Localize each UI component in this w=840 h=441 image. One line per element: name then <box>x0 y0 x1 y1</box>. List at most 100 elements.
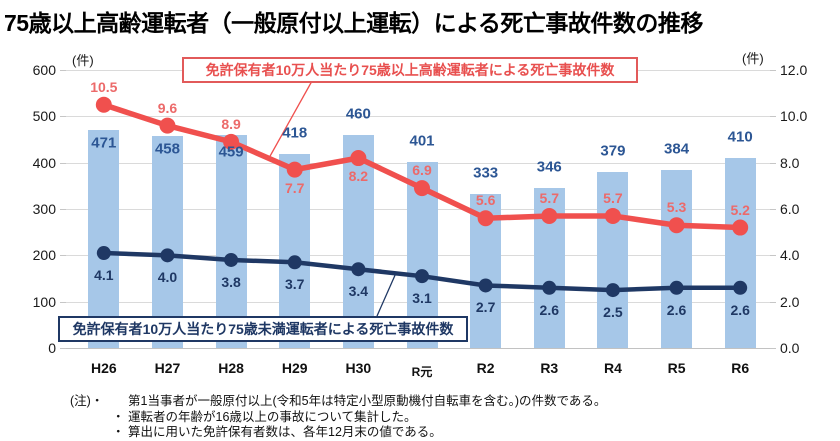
right-axis-tick <box>770 301 776 303</box>
bar-value-label-R2: 333 <box>473 164 499 182</box>
bar-R5 <box>661 170 693 348</box>
over75-value-label-H26: 10.5 <box>90 78 118 95</box>
over75-value-label-R6: 5.2 <box>730 201 750 218</box>
x-label-R3: R3 <box>540 360 559 376</box>
footnote-text: 運転者の年齢が16歳以上の事故について集計した。 <box>128 409 417 424</box>
left-axis-tick-label: 500 <box>32 108 56 125</box>
under75-value-label-H27: 4.0 <box>157 269 178 286</box>
x-label-H27: H27 <box>154 360 181 376</box>
under75-value-label-R4: 2.5 <box>603 304 623 321</box>
under75-value-label-R3: 2.6 <box>539 301 559 318</box>
footnote-text: 第1当事者が一般原付以上(令和5年は特定小型原動機付自転車を含む。)の件数である… <box>128 394 607 408</box>
under75-value-label-R2: 2.7 <box>475 299 496 316</box>
left-axis-unit-label: (件) <box>72 53 94 68</box>
point-over75-H26 <box>95 96 112 113</box>
bar-value-label-H27: 458 <box>154 140 180 158</box>
under75-value-label-H30: 3.4 <box>348 283 369 300</box>
bar-value-label-H30: 460 <box>345 105 371 123</box>
x-label-R2: R2 <box>476 360 495 376</box>
legend-over75-label: 免許保有者10万人当たり75歳以上高齢運転者による死亡事故件数 <box>205 62 615 78</box>
legend-over75-callout: 免許保有者10万人当たり75歳以上高齢運転者による死亡事故件数 <box>182 57 638 83</box>
x-label-H28: H28 <box>218 360 244 376</box>
right-axis-tick <box>770 162 776 164</box>
under75-value-label-H28: 3.8 <box>221 273 241 290</box>
x-label-H30: H30 <box>345 360 372 376</box>
point-over75-H27 <box>159 117 176 134</box>
left-axis-tick <box>60 255 66 257</box>
under75-value-label-R元: 3.1 <box>412 290 432 307</box>
under75-value-label-H29: 3.7 <box>284 276 305 293</box>
right-axis-tick <box>770 209 776 210</box>
bar-value-label-R3: 346 <box>536 158 562 176</box>
right-axis-unit-label: (件) <box>742 51 764 66</box>
bar-value-label-R5: 384 <box>664 140 690 158</box>
left-axis-tick <box>60 116 66 118</box>
over75-value-label-R2: 5.6 <box>475 192 496 209</box>
left-axis-tick-label: 600 <box>32 62 56 78</box>
legend-under75-leader-line <box>376 272 397 317</box>
bar-R3 <box>533 187 565 348</box>
bar-value-label-R6: 410 <box>727 128 753 146</box>
gridline <box>66 116 770 118</box>
over75-value-label-R5: 5.3 <box>666 199 687 216</box>
x-label-H29: H29 <box>281 360 308 376</box>
footnote-text: 算出に用いた免許保有者数は、各年12月末の値である。 <box>128 425 442 439</box>
x-label-R元: R元 <box>411 365 433 379</box>
right-axis-tick-label: 2.0 <box>780 293 800 310</box>
right-axis-tick <box>770 348 776 349</box>
right-axis-tick <box>770 255 776 257</box>
right-axis-tick-label: 6.0 <box>780 201 800 217</box>
left-axis-tick-label: 100 <box>32 293 56 310</box>
left-axis-tick-label: 0 <box>48 340 56 356</box>
footnote-line: ・ 算出に用いた免許保有者数は、各年12月末の値である。 <box>70 425 606 441</box>
bar-R6 <box>724 158 756 348</box>
right-axis-tick <box>770 70 776 71</box>
right-axis-tick-label: 8.0 <box>780 154 800 171</box>
right-axis-tick-label: 4.0 <box>780 247 800 264</box>
left-axis-tick-label: 200 <box>32 247 56 264</box>
left-axis-tick <box>60 209 66 210</box>
footnote-marker: (注)・ <box>70 394 104 408</box>
right-axis-tick-label: 0.0 <box>780 340 800 356</box>
left-axis-tick <box>60 70 66 71</box>
right-axis-tick-label: 10.0 <box>780 108 808 125</box>
footnotes: (注)・ 第1当事者が一般原付以上(令和5年は特定小型原動機付自転車を含む。)の… <box>70 394 606 441</box>
footnote-line: (注)・ 第1当事者が一般原付以上(令和5年は特定小型原動機付自転車を含む。)の… <box>70 394 606 410</box>
over75-value-label-H30: 8.2 <box>348 168 369 185</box>
legend-over75-leader-line <box>268 80 313 159</box>
x-axis-baseline <box>66 348 770 349</box>
chart-title: 75歳以上高齢運転者（一般原付以上運転）による死亡事故件数の推移 <box>4 10 703 36</box>
over75-value-label-H28: 8.9 <box>221 115 241 132</box>
x-label-R6: R6 <box>731 360 750 376</box>
footnote-line: ・ 運転者の年齢が16歳以上の事故について集計した。 <box>70 410 606 426</box>
bar-value-label-H26: 471 <box>91 134 117 152</box>
right-axis-tick-label: 12.0 <box>780 62 808 78</box>
footnote-marker: ・ <box>112 409 125 424</box>
bar-value-label-H29: 418 <box>282 124 308 142</box>
left-axis-tick <box>60 162 66 164</box>
over75-value-label-R3: 5.7 <box>539 189 559 206</box>
over75-value-label-H27: 9.6 <box>157 99 178 116</box>
left-axis-tick <box>60 348 66 349</box>
x-label-H26: H26 <box>90 360 117 376</box>
under75-value-label-H26: 4.1 <box>94 267 114 284</box>
bar-value-label-R元: 401 <box>409 132 435 150</box>
bar-value-label-H28: 459 <box>218 143 244 161</box>
footnote-marker: ・ <box>112 425 125 439</box>
over75-value-label-R元: 6.9 <box>412 162 432 179</box>
left-axis-tick-label: 300 <box>32 201 56 217</box>
under75-value-label-R5: 2.6 <box>666 301 687 318</box>
legend-under75-label: 免許保有者10万人当たり75歳未満運転者による死亡事故件数 <box>72 321 454 337</box>
legend-under75-callout: 免許保有者10万人当たり75歳未満運転者による死亡事故件数 <box>58 316 468 342</box>
over75-value-label-R4: 5.7 <box>603 189 623 206</box>
left-axis-tick-label: 400 <box>32 154 56 171</box>
x-label-R4: R4 <box>603 360 622 376</box>
x-label-R5: R5 <box>667 360 686 376</box>
bar-value-label-R4: 379 <box>600 142 626 160</box>
under75-value-label-R6: 2.6 <box>730 301 750 318</box>
bar-R2 <box>470 193 502 348</box>
over75-value-label-H29: 7.7 <box>284 179 305 196</box>
left-axis-tick <box>60 301 66 303</box>
right-axis-tick <box>770 116 776 118</box>
